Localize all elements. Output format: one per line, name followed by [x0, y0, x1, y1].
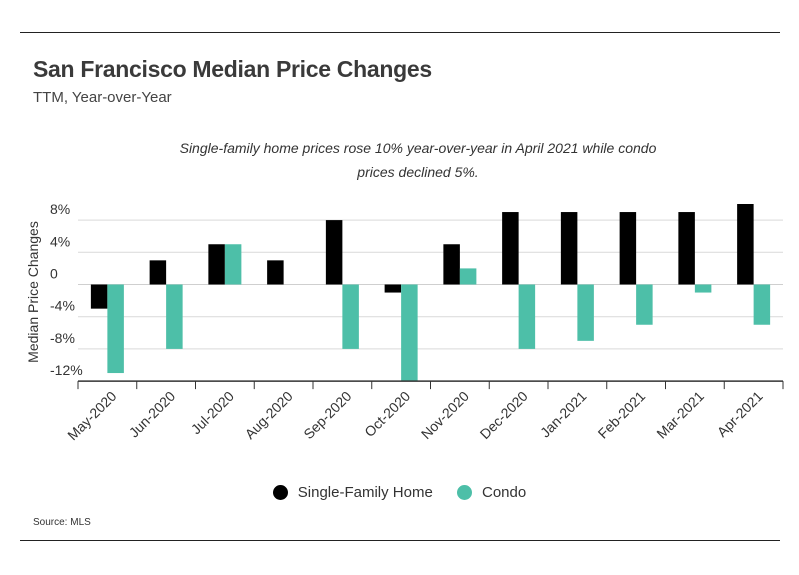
bottom-rule: [20, 540, 780, 541]
x-tick-label: Oct-2020: [361, 388, 413, 440]
chart-subtitle: TTM, Year-over-Year: [33, 89, 172, 106]
bar-single-family: [737, 204, 754, 285]
y-tick-label: 8%: [50, 201, 70, 217]
condo-swatch-icon: [457, 485, 472, 500]
bar-condo: [342, 284, 359, 349]
bar-single-family: [384, 284, 402, 293]
top-rule: [20, 32, 780, 33]
bar-single-family: [90, 284, 108, 309]
bar-condo: [401, 284, 418, 382]
y-tick-label: -4%: [50, 298, 75, 314]
x-tick-label: Feb-2021: [595, 388, 649, 442]
legend-label-single-family: Single-Family Home: [297, 484, 433, 501]
single-family-swatch-icon: [272, 485, 288, 500]
x-tick-label: Jun-2020: [126, 388, 179, 441]
bar-condo: [636, 284, 653, 325]
x-tick-label: Jul-2020: [188, 388, 237, 437]
chart-annotation: Single-family home prices rose 10% year-…: [179, 140, 657, 180]
y-tick-label: 0: [50, 266, 58, 282]
bar-single-family: [443, 244, 460, 285]
y-tick-label: -12%: [50, 362, 83, 378]
x-tick-label: May-2020: [64, 388, 119, 443]
bar-condo: [459, 268, 477, 285]
bar-condo: [694, 284, 712, 293]
bar-condo: [518, 284, 536, 349]
bar-single-family: [678, 212, 695, 285]
x-tick-label: Dec-2020: [477, 388, 531, 442]
y-tick-label: 4%: [50, 233, 70, 249]
bar-condo: [166, 284, 183, 349]
bar-single-family: [502, 212, 519, 285]
bar-single-family: [267, 260, 284, 285]
bar-single-family: [208, 244, 225, 285]
legend: Single-Family Home Condo: [0, 484, 799, 504]
y-tick-label: -8%: [50, 330, 75, 346]
bar-condo: [577, 284, 594, 341]
bar-single-family: [560, 212, 578, 285]
legend-item-condo: Condo: [457, 484, 526, 501]
legend-item-single-family: Single-Family Home: [272, 484, 433, 501]
bar-single-family: [619, 212, 637, 285]
bar-single-family: [325, 220, 343, 285]
x-tick-label: Jan-2021: [537, 388, 590, 441]
x-tick-label: Aug-2020: [241, 388, 295, 442]
y-axis-title: Median Price Changes: [25, 221, 41, 363]
bar-condo: [107, 284, 124, 374]
bar-chart: 8% 4% 0 -4% -8% -12% Median Price Changes May-2…: [25, 201, 784, 443]
bar-condo: [224, 244, 242, 285]
x-tick-label: Mar-2021: [653, 388, 707, 442]
x-tick-label: Sep-2020: [300, 388, 354, 442]
bar-single-family: [149, 260, 167, 285]
legend-label-condo: Condo: [482, 484, 527, 501]
bar-condo: [753, 284, 771, 325]
source-note: Source: MLS: [33, 517, 91, 528]
x-tick-label: Nov-2020: [418, 388, 472, 442]
chart-title: San Francisco Median Price Changes: [33, 56, 432, 82]
x-tick-label: Apr-2021: [714, 388, 766, 440]
